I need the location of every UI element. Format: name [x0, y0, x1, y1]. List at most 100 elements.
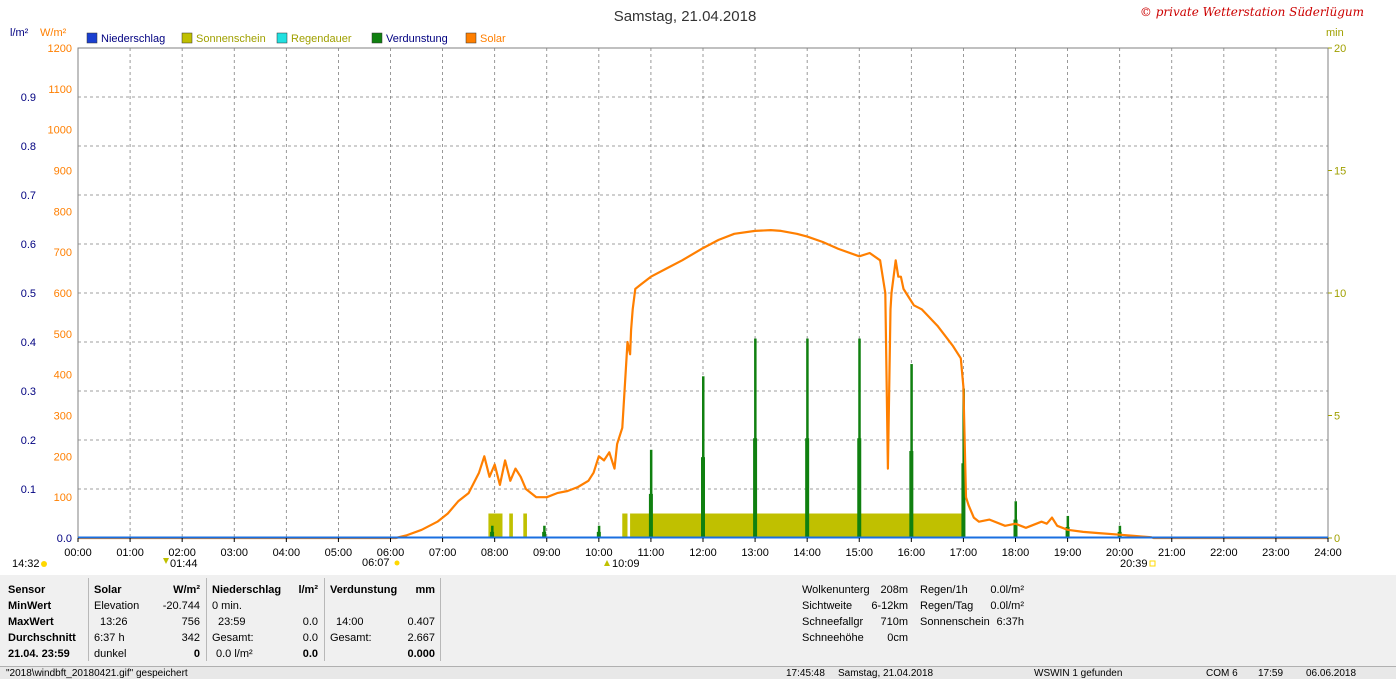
legend-swatch-4 — [465, 32, 477, 44]
current-time-label: 21.04. 23:59 — [8, 648, 70, 660]
evap-total-label: Gesamt: — [330, 632, 372, 644]
evaporation-bar-base — [805, 438, 810, 538]
sunshine-block — [630, 513, 963, 538]
precip-tick-label: 0.1 — [21, 484, 36, 496]
marker-sunrise: 06:07 — [362, 557, 390, 569]
rain-hour-value: 0.0l/m² — [990, 584, 1024, 596]
evaporation-bar-base — [596, 531, 601, 538]
evaporation-bar-base — [490, 531, 495, 538]
evaporation-bars — [490, 338, 1122, 538]
snowdepth-value: 0cm — [887, 632, 908, 644]
evaporation-bar-base — [857, 438, 862, 538]
evap-max-time: 14:00 — [336, 616, 364, 628]
sun-marker-icon — [41, 561, 47, 567]
precip-total-value: 0.0 — [302, 632, 318, 644]
precip-tick-label: 0.3 — [21, 386, 36, 398]
precip-unit: l/m² — [298, 584, 318, 596]
solar-line — [78, 229, 1328, 540]
summary-panel: Sensor MinWert MaxWert Durchschnitt 21.0… — [0, 575, 1396, 678]
evaporation-bar-base — [961, 463, 966, 538]
status-bar: "2018\windbft_20180421.gif" gespeichert … — [0, 666, 1396, 679]
evap-max-value: 0.407 — [407, 616, 435, 628]
marker-sunset: 20:39 — [1120, 558, 1148, 570]
sunshine-block — [509, 513, 513, 538]
rain-day-label: Regen/Tag — [920, 600, 974, 612]
time-tick-label: 16:00 — [898, 547, 926, 559]
solar-tick-label: 400 — [54, 370, 72, 382]
sensor-column: Sensor MinWert MaxWert Durchschnitt 21.0… — [8, 582, 76, 662]
solar-duration: 6:37 h — [94, 632, 125, 644]
time-tick-label: 03:00 — [220, 547, 248, 559]
solar-elevation-value: -20.744 — [162, 600, 200, 612]
time-tick-label: 18:00 — [1002, 547, 1030, 559]
time-tick-label: 02:00 — [168, 547, 196, 559]
time-tick-label: 04:00 — [273, 547, 301, 559]
precip-min-label: 0 min. — [212, 600, 242, 612]
solar-unit: W/m² — [173, 584, 200, 596]
time-tick-label: 24:00 — [1314, 547, 1342, 559]
time-tick-label: 09:00 — [533, 547, 561, 559]
weather-chart: Samstag, 21.04.2018 © private Wetterstat… — [10, 5, 1364, 570]
solar-tick-label: 1100 — [48, 84, 72, 96]
precip-tick-label: 0.7 — [21, 190, 36, 202]
evaporation-bar-base — [1065, 526, 1070, 538]
rain-column: Regen/1h 0.0l/m² Regen/Tag 0.0l/m² Sonnens… — [920, 582, 1024, 630]
legend-swatch-1 — [181, 32, 193, 44]
max-marker-icon — [604, 560, 610, 566]
status-today: 06.06.2018 — [1306, 668, 1357, 679]
solar-tick-label: 500 — [54, 329, 72, 341]
evap-total-value: 2.667 — [407, 632, 435, 644]
precip-total-label: Gesamt: — [212, 632, 254, 644]
legend-swatch-2 — [276, 32, 288, 44]
durchschnitt-label: Durchschnitt — [8, 632, 76, 644]
precip-tick-label: 0.5 — [21, 288, 36, 300]
rain-day-value: 0.0l/m² — [990, 600, 1024, 612]
divider — [324, 578, 325, 661]
time-tick-label: 23:00 — [1262, 547, 1290, 559]
evaporation-bar-base — [542, 531, 547, 538]
time-tick-label: 15:00 — [845, 547, 873, 559]
legend-label-1: Sonnenschein — [196, 33, 266, 45]
solar-tick-label: 900 — [54, 166, 72, 178]
solar-tick-label: 800 — [54, 206, 72, 218]
time-tick-label: 00:00 — [64, 547, 92, 559]
visibility-label: Sichtweite — [802, 600, 853, 612]
solar-tick-label: 1000 — [48, 125, 72, 137]
precip-tick-label: 0.8 — [21, 141, 36, 153]
minutes-axis: 20 15 10 5 0 — [1328, 43, 1346, 545]
evaporation-bar-base — [909, 451, 914, 538]
sensor-header: Sensor — [8, 584, 46, 596]
evaporation-bar-base — [648, 493, 653, 538]
status-com: COM 6 — [1206, 668, 1238, 679]
solar-axis: 1200 1100 1000 900 800 700 600 500 400 300 200 100 0… — [48, 43, 72, 545]
legend-label-0: Niederschlag — [101, 33, 165, 45]
time-tick-label: 12:00 — [689, 547, 717, 559]
copyright-text: © private Wetterstation Süderlügum — [1140, 5, 1364, 19]
minutes-tick-label: 15 — [1334, 166, 1346, 178]
evaporation-bar-base — [1013, 519, 1018, 538]
solar-elevation-label: Elevation — [94, 600, 140, 612]
solar-tick-label: 700 — [54, 247, 72, 259]
solar-column: Solar W/m² Elevation -20.744 13:26 756 6:37… — [94, 582, 200, 662]
marker-max-time: 10:09 — [612, 558, 640, 570]
solar-tick-label: 1200 — [48, 43, 72, 55]
divider — [206, 578, 207, 661]
status-wswin: WSWIN 1 gefunden — [1034, 668, 1123, 679]
evap-now-value: 0.000 — [407, 648, 435, 660]
rain-hour-label: Regen/1h — [920, 584, 968, 596]
status-clock: 17:59 — [1258, 668, 1284, 679]
sunshine-bars — [488, 513, 963, 538]
chart-title: Samstag, 21.04.2018 — [614, 8, 757, 25]
precip-now-value: 0.0 — [302, 648, 318, 660]
snowline-label: Schneefallgr — [802, 616, 864, 628]
time-axis: 00:00 01:00 02:00 03:00 04:00 05:00 06:00 07:00… — [64, 538, 1342, 559]
time-tick-label: 01:00 — [116, 547, 144, 559]
maxwert-label: MaxWert — [8, 616, 54, 628]
solar-tick-label: 100 — [54, 492, 72, 504]
unit-precip-label: l/m² — [10, 27, 29, 39]
status-time: 17:45:48 — [786, 668, 825, 679]
precip-axis: 0.9 0.8 0.7 0.6 0.5 0.4 0.3 0.2 0.1 — [21, 92, 36, 496]
precip-column: Niederschlag l/m² 0 min. 23:59 0.0 Gesamt:… — [212, 582, 318, 662]
precip-tick-label: 0.9 — [21, 92, 36, 104]
time-tick-label: 05:00 — [325, 547, 353, 559]
